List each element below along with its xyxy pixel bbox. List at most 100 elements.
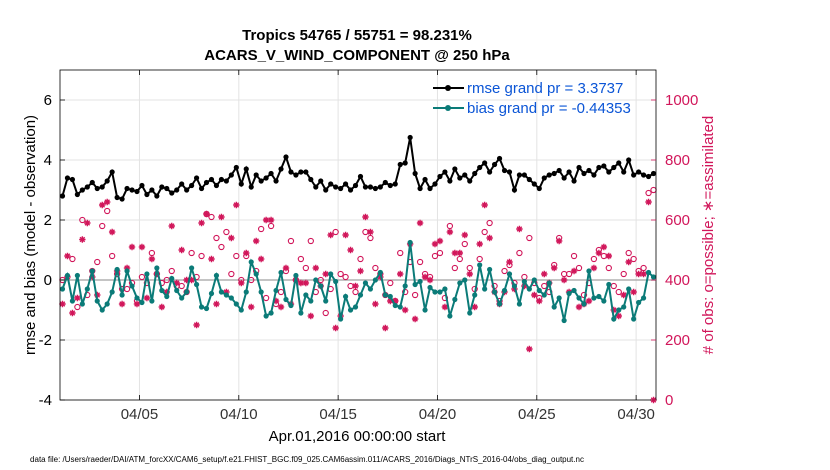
rmse-point bbox=[407, 134, 413, 141]
obs-assimilated-point bbox=[362, 213, 369, 221]
bias-point bbox=[94, 298, 100, 304]
obs-possible-point bbox=[148, 249, 156, 257]
bias-point bbox=[402, 283, 408, 289]
rmse-point bbox=[482, 160, 488, 166]
obs-assimilated-point bbox=[635, 270, 642, 278]
obs-assimilated-point bbox=[590, 264, 598, 272]
obs-assimilated-point bbox=[372, 300, 379, 308]
bias-point bbox=[362, 280, 369, 286]
y-tick-label-left: -2 bbox=[39, 332, 52, 349]
bias-point bbox=[74, 272, 80, 279]
bias-point bbox=[144, 271, 150, 277]
obs-assimilated-point bbox=[163, 288, 170, 296]
rmse-point bbox=[352, 182, 359, 189]
obs-possible-point bbox=[332, 228, 339, 236]
bias-point bbox=[184, 289, 190, 295]
rmse-point bbox=[372, 185, 378, 192]
rmse-point bbox=[69, 176, 76, 183]
obs-possible-point bbox=[109, 252, 116, 260]
obs-assimilated-point bbox=[238, 279, 245, 287]
obs-assimilated-point bbox=[431, 240, 439, 248]
rmse-point bbox=[531, 181, 537, 187]
obs-assimilated-point bbox=[481, 201, 488, 209]
obs-possible-point bbox=[431, 252, 439, 260]
bias-point bbox=[407, 239, 413, 246]
obs-possible-point bbox=[645, 189, 652, 197]
obs-assimilated-point bbox=[267, 216, 275, 224]
obs-assimilated-point bbox=[198, 219, 205, 227]
rmse-point bbox=[640, 172, 647, 178]
y-tick-label-right: 800 bbox=[665, 152, 690, 169]
rmse-point bbox=[89, 179, 95, 186]
rmse-point bbox=[159, 184, 165, 190]
bias-point bbox=[392, 302, 398, 309]
rmse-point bbox=[616, 160, 622, 166]
bias-point bbox=[536, 287, 542, 294]
bias-point bbox=[288, 302, 294, 309]
obs-possible-point bbox=[451, 264, 458, 272]
obs-assimilated-point bbox=[74, 294, 81, 302]
obs-possible-point bbox=[590, 255, 598, 263]
rmse-point bbox=[601, 163, 607, 169]
obs-possible-point bbox=[461, 240, 468, 248]
plot-area bbox=[60, 70, 656, 400]
rmse-point bbox=[64, 175, 71, 181]
rmse-point bbox=[164, 185, 170, 192]
obs-assimilated-point bbox=[183, 276, 190, 284]
rmse-point bbox=[417, 185, 423, 192]
bias-point bbox=[626, 286, 632, 292]
rmse-point bbox=[447, 178, 453, 184]
obs-assimilated-point bbox=[138, 243, 146, 251]
rmse-point bbox=[233, 164, 239, 171]
obs-assimilated-point bbox=[456, 249, 464, 257]
obs-possible-point bbox=[104, 207, 111, 215]
rmse-point bbox=[129, 187, 135, 193]
rmse-point bbox=[506, 169, 513, 175]
bias-point bbox=[442, 286, 448, 292]
rmse-point bbox=[596, 164, 602, 171]
rmse-point bbox=[258, 178, 264, 184]
bias-point bbox=[59, 286, 66, 292]
obs-assimilated-point bbox=[173, 279, 180, 287]
obs-assimilated-point bbox=[625, 258, 632, 266]
obs-assimilated-point bbox=[257, 255, 265, 263]
axis-tick-labels: 04/05 04/10 04/15 04/20 04/25 04/30 -4 -2 0 2 4 6 0 2… bbox=[39, 92, 699, 423]
obs-possible-point bbox=[138, 273, 146, 281]
x-tick-label: 04/10 bbox=[220, 406, 258, 423]
obs-possible-point bbox=[287, 237, 295, 245]
bias-point bbox=[179, 295, 185, 301]
obs-assimilated-point bbox=[223, 288, 230, 296]
obs-possible-point bbox=[198, 252, 205, 260]
obs-assimilated-point bbox=[620, 291, 627, 299]
bias-point bbox=[467, 310, 473, 316]
rmse-point bbox=[238, 181, 244, 187]
rmse-point bbox=[382, 179, 388, 186]
obs-possible-point bbox=[570, 252, 578, 260]
rmse-point bbox=[586, 167, 592, 174]
bias-point bbox=[323, 298, 329, 304]
legend-rmse-marker bbox=[445, 85, 451, 91]
y-tick-label-left: 2 bbox=[44, 212, 52, 229]
bias-point bbox=[218, 289, 225, 295]
obs-assimilated-point bbox=[342, 231, 349, 239]
obs-assimilated-point bbox=[550, 264, 558, 272]
rmse-point bbox=[104, 178, 110, 184]
bias-point bbox=[283, 296, 289, 303]
obs-assimilated-point bbox=[243, 249, 250, 257]
rmse-point bbox=[283, 154, 289, 160]
obs-assimilated-point bbox=[466, 270, 473, 278]
obs-assimilated-point bbox=[560, 276, 568, 284]
bias-point bbox=[328, 271, 334, 277]
bias-point bbox=[412, 281, 418, 288]
bias-point bbox=[566, 290, 572, 297]
obs-assimilated-point bbox=[531, 291, 538, 299]
bias-point bbox=[631, 316, 637, 322]
bias-point bbox=[427, 284, 433, 291]
rmse-point bbox=[367, 184, 374, 190]
bias-point bbox=[645, 269, 652, 276]
obs-possible-point bbox=[79, 216, 86, 224]
obs-assimilated-point bbox=[59, 300, 66, 308]
rmse-point bbox=[645, 173, 652, 180]
obs-assimilated-point bbox=[352, 282, 359, 290]
bias-point bbox=[198, 304, 205, 310]
